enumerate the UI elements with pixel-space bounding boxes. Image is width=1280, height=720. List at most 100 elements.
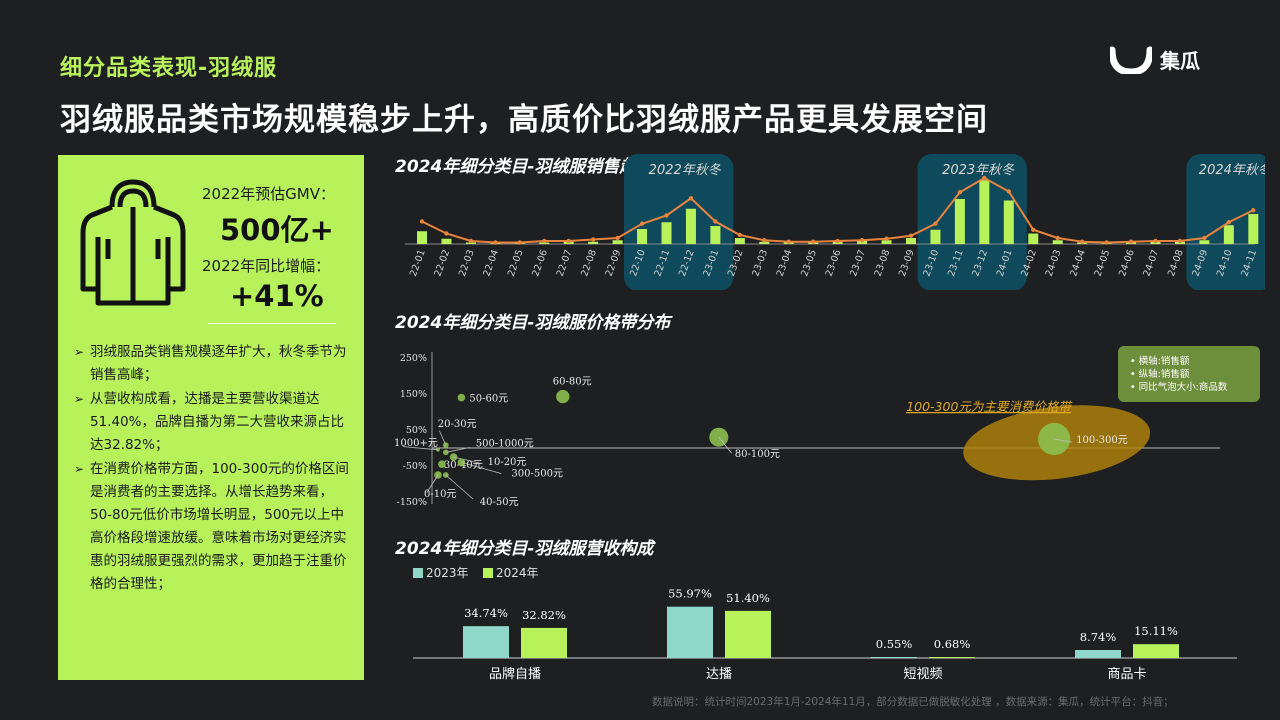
bubble-label: 1000+元 <box>394 438 438 449</box>
trend-bar <box>906 238 916 244</box>
leader-line <box>461 462 502 474</box>
gmv-value: 500亿+ <box>220 213 334 247</box>
jigua-logo-icon <box>1110 46 1152 74</box>
legend-label: 2023年 <box>426 566 469 580</box>
trend-point <box>933 221 938 226</box>
trend-point <box>1079 239 1085 244</box>
bar-value-label: 0.68% <box>934 637 971 651</box>
y-tick-label: 50% <box>406 425 427 436</box>
x-tick-label: 24-05 <box>1093 248 1113 278</box>
x-tick-label: 22-07 <box>555 248 575 278</box>
trend-point <box>1202 235 1207 241</box>
price-bubble <box>449 453 458 461</box>
trend-bar <box>1003 200 1014 244</box>
revenue-mix-chart: 2023年 2024年 34.74% 32.82% 品牌自播 55.97% 51.40% 达播… <box>413 566 1237 682</box>
trend-bar <box>612 240 623 244</box>
trend-bar <box>637 229 648 244</box>
revenue-bar <box>463 626 509 658</box>
trend-point <box>1031 227 1036 232</box>
trend-point <box>957 190 963 195</box>
trend-point <box>615 235 620 241</box>
trend-bar <box>661 222 672 244</box>
trend-bar <box>1223 225 1234 244</box>
trend-bar <box>710 226 721 244</box>
scatter-legend: • 横轴:销售额• 纵轴:销售额• 同比气泡大小:商品数 <box>1118 346 1260 402</box>
insight-list: 羽绒服品类销售规模逐年扩大，秋冬季节为销售高峰； 从营收构成看，达播是主要营收渠… <box>74 341 352 597</box>
bar-value-label: 51.40% <box>726 591 770 605</box>
trend-bar <box>1028 233 1039 244</box>
growth-label: 2022年同比增幅： <box>202 257 331 275</box>
leader-line <box>426 474 439 493</box>
insight-item: 在消费价格带方面，100-300元的价格区间是消费者的主要选择。从增长趋势来看，… <box>74 458 352 596</box>
trend-point <box>468 238 474 244</box>
bubble-label: 60-80元 <box>553 377 592 388</box>
x-tick-label: 23-09 <box>897 248 917 278</box>
bar-value-label: 15.11% <box>1134 624 1178 638</box>
trend-bar <box>539 242 550 244</box>
footnote: 数据说明：统计时间2023年1月-2024年11月，部分数据已做脱敏化处理 ，数… <box>652 696 1174 708</box>
bubble-label: 500-1000元 <box>476 438 534 449</box>
trend-bar <box>441 238 452 244</box>
category-label: 短视频 <box>903 667 942 682</box>
x-tick-label: 23-03 <box>750 248 770 278</box>
category-label: 达播 <box>706 667 732 682</box>
gmv-label: 2022年预估GMV： <box>202 185 336 203</box>
trend-point <box>566 238 571 244</box>
bar-value-label: 55.97% <box>668 587 712 601</box>
leader-line <box>445 474 474 500</box>
kpi-panel: 2022年预估GMV： 500亿+ 2022年同比增幅： +41% 羽绒服品类销… <box>58 155 364 680</box>
leader-line <box>439 430 447 446</box>
trend-point <box>835 238 840 244</box>
price-bubble <box>438 460 446 468</box>
trend-point <box>1128 239 1134 244</box>
revenue-bar <box>725 610 771 658</box>
trend-bar <box>857 241 868 244</box>
band-annotation: 100-300元为主要消费价格带 <box>906 399 1073 414</box>
trend-point <box>517 240 522 245</box>
trend-point <box>688 196 694 201</box>
trend-point <box>859 238 865 243</box>
legend-swatch <box>413 568 423 578</box>
trend-bar <box>881 240 892 244</box>
x-tick-label: 22-02 <box>432 248 452 278</box>
trend-bar <box>1199 240 1210 244</box>
bubble-label: 100-300元 <box>1076 435 1128 446</box>
leader-line <box>453 456 481 464</box>
price-bubble <box>442 449 449 456</box>
bubble-label: 0-10元 <box>424 489 456 500</box>
growth-value: +41% <box>230 279 324 313</box>
revenue-bar <box>521 627 567 658</box>
category-label: 品牌自播 <box>489 666 541 682</box>
leader-line <box>718 436 732 454</box>
trend-chart-title: 2024年细分类目-羽绒服销售趋势 <box>395 157 654 177</box>
page-title: 羽绒服品类市场规模稳步上升，高质价比羽绒服产品更具发展空间 <box>60 102 988 138</box>
trend-point <box>1251 208 1256 213</box>
x-tick-label: 22-08 <box>579 248 599 278</box>
bubble-label: 40-50元 <box>480 497 519 508</box>
x-tick-label: 22-09 <box>604 248 624 278</box>
bubble-label: 20-30元 <box>438 419 477 430</box>
legend-label: 2024年 <box>496 566 539 580</box>
trend-bar <box>954 199 965 244</box>
legend-item: • 同比气泡大小:商品数 <box>1130 381 1228 393</box>
kpi-divider <box>208 323 336 324</box>
x-tick-label: 23-08 <box>873 248 893 278</box>
bar-value-label: 0.55% <box>876 637 913 651</box>
trend-point <box>1006 189 1011 194</box>
page-subtitle: 细分品类表现-羽绒服 <box>60 56 278 81</box>
highlight-label: 2024年秋冬 <box>1199 163 1265 178</box>
trend-point <box>884 236 889 241</box>
insight-item: 从营收构成看，达播是主要营收渠道达51.40%，品牌自播为第二大营收来源占比达3… <box>74 388 352 457</box>
x-tick-label: 22-06 <box>530 248 550 278</box>
trend-point <box>982 175 987 181</box>
trend-bar <box>734 238 745 244</box>
trend-point <box>737 232 743 238</box>
trend-point <box>419 219 425 224</box>
bar-value-label: 32.82% <box>522 608 566 622</box>
x-tick-label: 23-07 <box>848 248 868 278</box>
revenue-bar <box>871 657 917 658</box>
x-tick-label: 24-07 <box>1142 248 1162 278</box>
x-tick-label: 22-04 <box>481 248 501 278</box>
legend-item: • 横轴:销售额 <box>1130 355 1190 367</box>
